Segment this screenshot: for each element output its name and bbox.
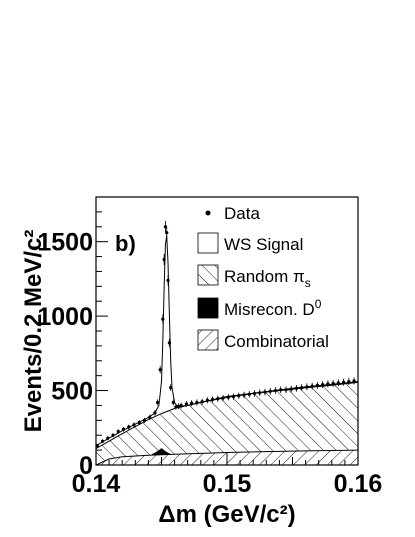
misrecon-d0-area <box>151 448 172 456</box>
data-point <box>161 317 165 321</box>
data-point <box>195 400 199 405</box>
legend-label-combinatorial: Combinatorial <box>224 332 329 351</box>
data-point <box>162 257 166 262</box>
y-tick-label: 1500 <box>37 229 93 257</box>
data-point <box>190 401 194 405</box>
combinatorial-curve <box>96 449 358 465</box>
data-point <box>321 383 325 387</box>
data-point <box>237 394 241 398</box>
data-point <box>176 404 181 408</box>
data-point <box>174 405 178 409</box>
data-point <box>137 420 141 425</box>
panel-label: b) <box>115 231 136 256</box>
data-point <box>155 400 160 405</box>
data-point <box>158 368 162 372</box>
data-point <box>300 385 304 390</box>
data-point <box>163 225 168 229</box>
data-point <box>263 390 267 394</box>
legend-random-pis-box <box>197 264 219 286</box>
data-point <box>252 391 257 396</box>
data-point <box>116 429 120 434</box>
y-tick-label: 500 <box>51 378 93 406</box>
data-point <box>347 380 351 384</box>
fit-total-curve <box>96 235 358 447</box>
data-point <box>167 341 171 345</box>
random-pis-area <box>96 382 358 465</box>
data-point <box>231 394 236 399</box>
data-point <box>100 439 105 443</box>
data-point <box>284 388 288 392</box>
data-point <box>247 392 251 396</box>
data-point <box>289 387 293 391</box>
data-point <box>111 433 115 437</box>
data-point <box>216 397 220 401</box>
data-point <box>165 231 169 235</box>
data-point <box>184 402 188 406</box>
legend-label-random-pis-sub: s <box>305 276 311 290</box>
y-tick-label: 0 <box>79 452 93 480</box>
data-point <box>294 386 299 390</box>
data-point <box>226 395 230 399</box>
data-point <box>127 425 131 429</box>
data-point <box>96 444 99 448</box>
x-tick-label: 0.14 <box>72 470 121 498</box>
legend-data-marker <box>205 210 211 216</box>
data-point <box>341 380 346 384</box>
legend: Data WS Signal Random πs Misrecon. D0 Co… <box>197 204 329 351</box>
data-point <box>315 383 319 387</box>
data-point <box>305 385 309 389</box>
legend-ws-signal-box <box>197 232 219 254</box>
data-point <box>179 403 183 408</box>
data-point <box>169 385 173 390</box>
data-point <box>331 381 335 386</box>
data-point <box>142 418 147 422</box>
data-point <box>326 382 330 386</box>
x-axis-label: Δm (GeV/c²) <box>158 501 295 528</box>
legend-misrecon-box <box>197 297 219 319</box>
legend-label-misrecon: Misrecon. D0 <box>224 297 322 319</box>
data-point <box>200 400 204 404</box>
x-tick-label: 0.16 <box>334 470 383 498</box>
data-point <box>352 379 356 383</box>
data-point <box>273 388 278 393</box>
data-point <box>132 423 136 427</box>
data-point <box>106 436 110 440</box>
legend-label-ws-signal: WS Signal <box>224 235 303 254</box>
data-point <box>205 398 209 402</box>
data-point <box>279 388 283 392</box>
y-axis-label: Events/0.2 MeV/c² <box>20 230 47 433</box>
data-point <box>221 396 225 400</box>
data-point <box>171 400 175 405</box>
legend-label-misrecon-sup: 0 <box>315 297 322 311</box>
data-point <box>166 278 170 282</box>
legend-label-random-pis: Random πs <box>224 267 311 290</box>
data-point <box>242 393 246 397</box>
data-point <box>310 384 314 388</box>
data-point <box>258 391 262 395</box>
y-tick-label: 1000 <box>37 303 93 331</box>
data-point <box>148 415 152 419</box>
legend-label-data: Data <box>224 204 260 223</box>
data-point <box>210 397 215 402</box>
data-point <box>153 411 157 415</box>
legend-combinatorial-box <box>197 329 219 351</box>
data-point <box>268 389 272 393</box>
data-point <box>336 381 340 385</box>
x-tick-label: 0.15 <box>203 470 252 498</box>
data-point <box>121 427 126 431</box>
